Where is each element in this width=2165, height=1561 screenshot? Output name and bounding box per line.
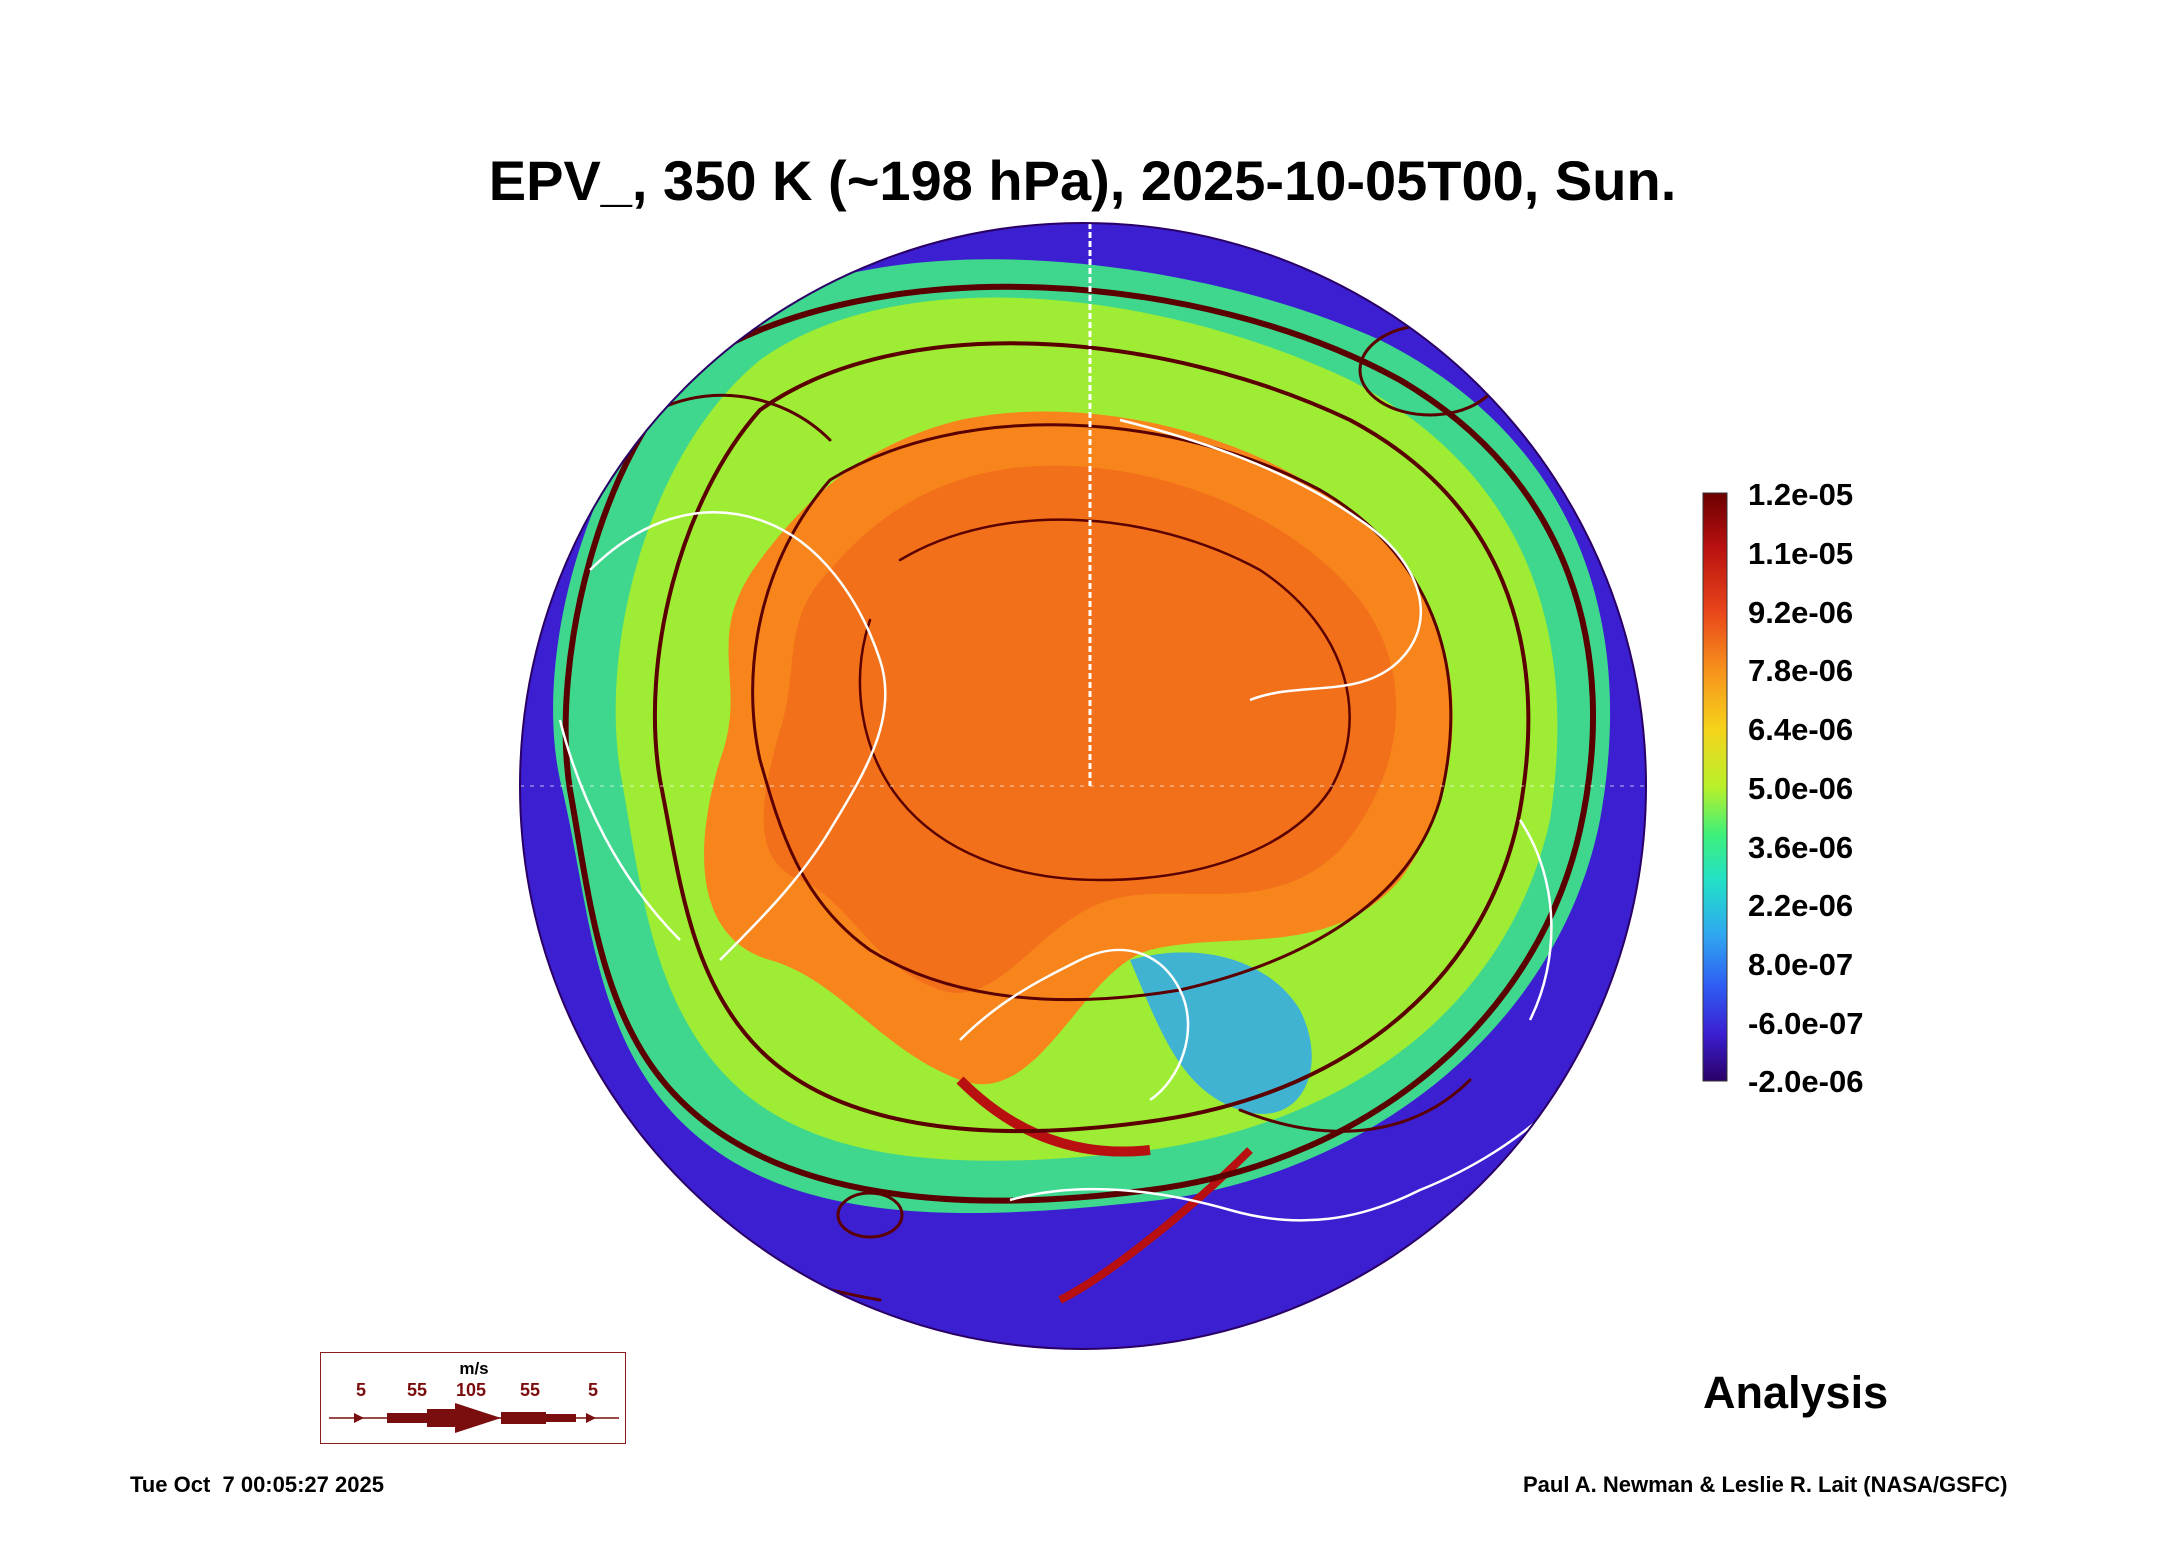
timestamp: Tue Oct 7 00:05:27 2025 bbox=[130, 1472, 384, 1497]
colorbar-label: 6.4e-06 bbox=[1748, 712, 1854, 747]
colorbar-label: 1.2e-05 bbox=[1748, 477, 1854, 512]
colorbar-label: 2.2e-06 bbox=[1748, 888, 1854, 923]
colorbar bbox=[1702, 492, 1728, 1082]
colorbar-label: 7.8e-06 bbox=[1748, 653, 1854, 688]
colorbar-label: -2.0e-06 bbox=[1748, 1064, 1864, 1099]
colorbar-label: 5.0e-06 bbox=[1748, 771, 1854, 806]
wind-speed-label: 55 bbox=[407, 1380, 428, 1400]
coastlines bbox=[558, 418, 1561, 1222]
credit: Paul A. Newman & Leslie R. Lait (NASA/GS… bbox=[1523, 1472, 2008, 1497]
wind-speed-label: 5 bbox=[588, 1380, 599, 1400]
wind-arrow-icon bbox=[329, 1403, 619, 1433]
colorbar-label: 9.2e-06 bbox=[1748, 595, 1854, 630]
wind-speed-label: 5 bbox=[356, 1380, 367, 1400]
colorbar-label: 8.0e-07 bbox=[1748, 947, 1854, 982]
pv-field bbox=[520, 223, 1646, 1349]
wind-speed-label: 105 bbox=[456, 1380, 487, 1400]
colorbar-label: 1.1e-05 bbox=[1748, 536, 1854, 571]
map-title: EPV_, 350 K (~198 hPa), 2025-10-05T00, S… bbox=[488, 149, 1677, 212]
analysis-label: Analysis bbox=[1703, 1367, 1889, 1418]
wind-unit-label: m/s bbox=[459, 1359, 489, 1378]
wind-speed-label: 55 bbox=[520, 1380, 541, 1400]
colorbar-label: 3.6e-06 bbox=[1748, 830, 1854, 865]
wind-speed-legend: m/s 5 55 105 55 5 bbox=[320, 1352, 626, 1444]
colorbar-label: -6.0e-07 bbox=[1748, 1006, 1864, 1041]
